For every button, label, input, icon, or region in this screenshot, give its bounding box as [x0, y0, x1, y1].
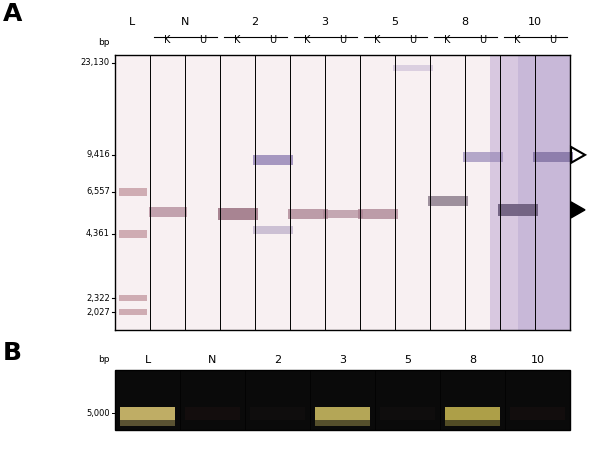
- Bar: [445, 420, 500, 426]
- Text: 3: 3: [339, 355, 346, 365]
- Text: N: N: [208, 355, 217, 365]
- Bar: [253, 226, 293, 234]
- Polygon shape: [571, 202, 585, 218]
- Text: U: U: [549, 35, 556, 45]
- Text: N: N: [181, 17, 189, 27]
- Bar: [250, 407, 305, 420]
- Text: 3: 3: [322, 17, 329, 27]
- Text: 8: 8: [469, 355, 476, 365]
- Text: B: B: [3, 341, 22, 365]
- Text: U: U: [269, 35, 276, 45]
- Bar: [120, 420, 175, 426]
- Text: L: L: [145, 355, 151, 365]
- Bar: [497, 204, 538, 216]
- Bar: [463, 152, 503, 162]
- Text: 10: 10: [530, 355, 545, 365]
- Bar: [518, 55, 570, 330]
- Bar: [315, 407, 370, 420]
- Text: 2: 2: [251, 17, 259, 27]
- Text: 2: 2: [274, 355, 281, 365]
- Text: K: K: [445, 35, 451, 45]
- Bar: [120, 407, 175, 420]
- Bar: [380, 407, 435, 420]
- Bar: [323, 210, 362, 218]
- Bar: [119, 188, 146, 196]
- Bar: [392, 65, 433, 71]
- Text: K: K: [235, 35, 241, 45]
- Text: 10: 10: [528, 17, 542, 27]
- Bar: [358, 209, 398, 219]
- Text: 2,322: 2,322: [86, 294, 110, 303]
- Bar: [253, 154, 293, 164]
- Text: 8: 8: [461, 17, 469, 27]
- Text: K: K: [164, 35, 170, 45]
- Text: 5: 5: [392, 17, 398, 27]
- Bar: [445, 407, 500, 420]
- Bar: [119, 295, 146, 301]
- Bar: [315, 420, 370, 426]
- Bar: [490, 55, 518, 330]
- Text: K: K: [304, 35, 311, 45]
- Text: 5: 5: [404, 355, 411, 365]
- Text: L: L: [130, 17, 136, 27]
- Bar: [115, 55, 490, 330]
- Text: 23,130: 23,130: [81, 59, 110, 67]
- Bar: [427, 196, 467, 206]
- Bar: [510, 407, 565, 420]
- Text: 4,361: 4,361: [86, 229, 110, 238]
- Text: 9,416: 9,416: [86, 151, 110, 159]
- Text: bp: bp: [98, 355, 110, 364]
- Text: 2,027: 2,027: [86, 308, 110, 316]
- Text: U: U: [199, 35, 206, 45]
- Text: bp: bp: [98, 38, 110, 47]
- Bar: [119, 230, 146, 237]
- Text: U: U: [409, 35, 416, 45]
- Text: 5,000: 5,000: [86, 409, 110, 418]
- Bar: [533, 152, 572, 162]
- Bar: [185, 407, 240, 420]
- Bar: [218, 208, 257, 219]
- Bar: [287, 209, 328, 219]
- Bar: [115, 370, 570, 430]
- Text: U: U: [339, 35, 346, 45]
- Text: K: K: [514, 35, 521, 45]
- Bar: [119, 309, 146, 315]
- Text: U: U: [479, 35, 486, 45]
- Text: K: K: [374, 35, 380, 45]
- Bar: [149, 207, 187, 217]
- Text: 6,557: 6,557: [86, 188, 110, 196]
- Text: A: A: [3, 2, 22, 26]
